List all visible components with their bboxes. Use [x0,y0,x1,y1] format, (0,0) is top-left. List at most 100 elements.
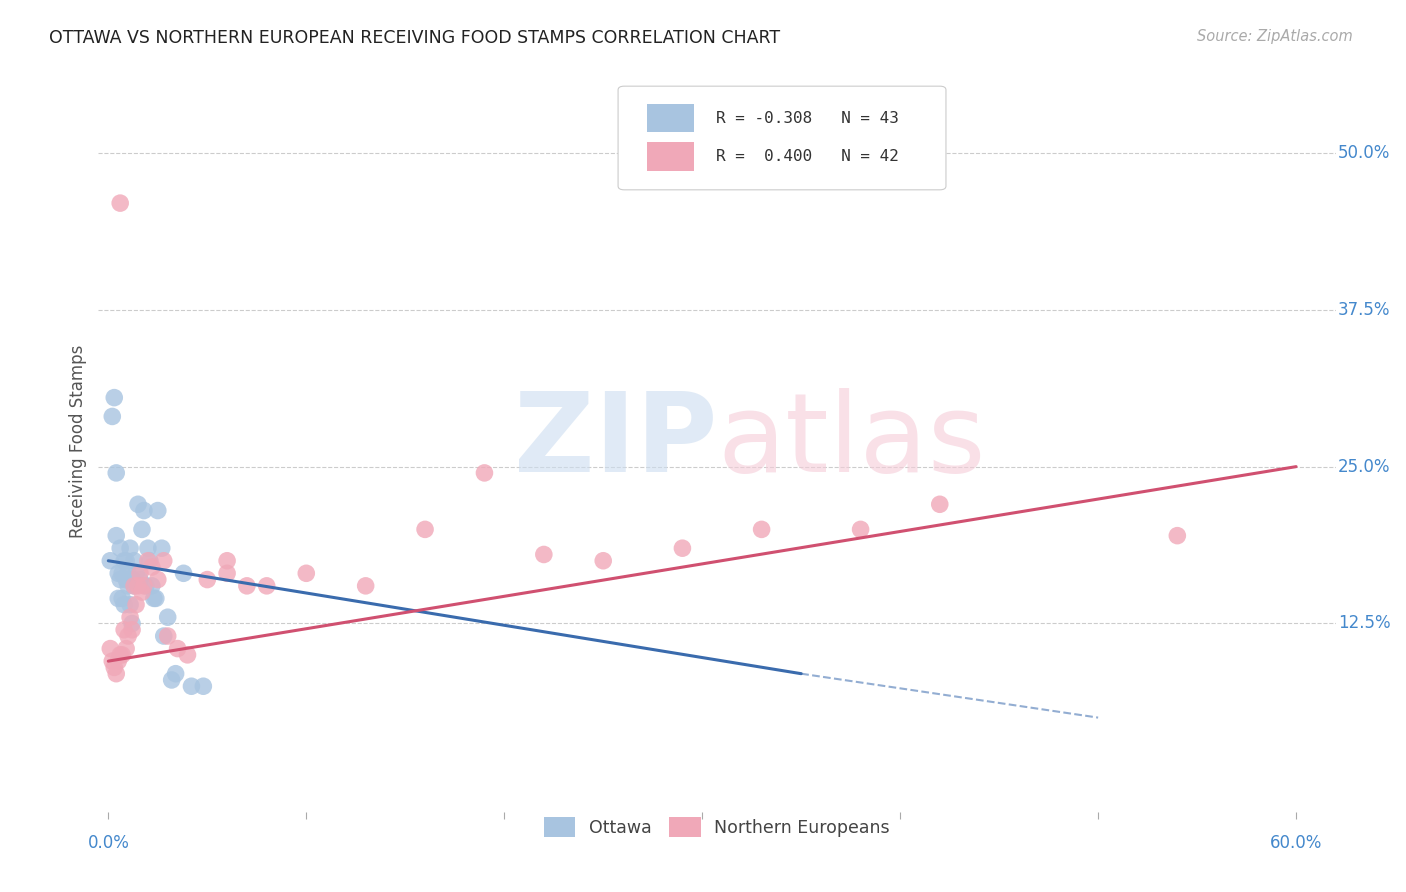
Point [120,610,142,624]
Point [173,566,195,581]
Point [152,554,174,568]
Point [849,522,872,536]
Point [256,579,278,593]
Point [111,591,134,606]
Point [928,497,950,511]
Point [108,648,131,662]
Point [122,579,145,593]
Point [127,579,149,593]
Point [176,648,198,662]
Point [112,623,135,637]
Text: atlas: atlas [717,388,986,495]
Text: 60.0%: 60.0% [1270,834,1322,853]
Legend: Ottawa, Northern Europeans: Ottawa, Northern Europeans [537,810,897,844]
Point [131,522,153,536]
Point [217,566,239,581]
Point [112,554,135,568]
Point [135,579,157,593]
Point [145,591,167,606]
Point [413,522,436,536]
Point [156,610,179,624]
Point [1166,529,1188,543]
Point [120,598,142,612]
Point [107,591,129,606]
Point [103,391,125,405]
Point [120,541,142,556]
Point [474,466,496,480]
Point [121,623,143,637]
FancyBboxPatch shape [647,143,693,170]
Point [146,503,169,517]
Point [132,503,155,517]
Point [295,566,318,581]
Text: R =  0.400   N = 42: R = 0.400 N = 42 [716,149,898,164]
Point [115,573,138,587]
Point [122,579,145,593]
Point [121,616,143,631]
Point [131,585,153,599]
Point [354,579,377,593]
Text: 50.0%: 50.0% [1339,144,1391,162]
Point [180,679,202,693]
Point [156,629,179,643]
Point [125,566,148,581]
Point [108,196,131,211]
Point [165,666,187,681]
Point [142,591,165,606]
Point [122,554,145,568]
Point [132,579,155,593]
Text: 12.5%: 12.5% [1339,615,1391,632]
Point [107,566,129,581]
Point [217,554,239,568]
Point [112,598,135,612]
Point [193,679,215,693]
Point [129,566,152,581]
FancyBboxPatch shape [619,87,946,190]
Point [129,573,152,587]
Point [146,573,169,587]
Text: R = -0.308   N = 43: R = -0.308 N = 43 [716,111,898,126]
Point [166,641,188,656]
Point [236,579,259,593]
Point [101,409,124,424]
Text: 37.5%: 37.5% [1339,301,1391,318]
Point [533,548,555,562]
Y-axis label: Receiving Food Stamps: Receiving Food Stamps [69,345,87,538]
FancyBboxPatch shape [647,104,693,132]
Text: 25.0%: 25.0% [1339,458,1391,475]
Point [751,522,773,536]
Point [105,529,128,543]
Point [108,541,131,556]
Point [108,573,131,587]
Point [117,629,139,643]
Point [98,554,121,568]
Point [141,579,163,593]
Point [115,554,138,568]
Point [98,641,121,656]
Point [671,541,693,556]
Text: 0.0%: 0.0% [87,834,129,853]
Text: OTTAWA VS NORTHERN EUROPEAN RECEIVING FOOD STAMPS CORRELATION CHART: OTTAWA VS NORTHERN EUROPEAN RECEIVING FO… [49,29,780,46]
Point [125,598,148,612]
Text: Source: ZipAtlas.com: Source: ZipAtlas.com [1197,29,1353,44]
Point [160,673,183,687]
Point [121,573,143,587]
Point [115,641,138,656]
Point [111,566,134,581]
Point [107,654,129,668]
Point [592,554,614,568]
Point [141,560,163,574]
Point [105,466,128,480]
Point [105,666,128,681]
Point [150,541,173,556]
Text: ZIP: ZIP [513,388,717,495]
Point [103,660,125,674]
Point [101,654,124,668]
Point [136,541,159,556]
Point [136,554,159,568]
Point [152,629,174,643]
Point [111,648,134,662]
Point [117,566,139,581]
Point [139,554,162,568]
Point [117,579,139,593]
